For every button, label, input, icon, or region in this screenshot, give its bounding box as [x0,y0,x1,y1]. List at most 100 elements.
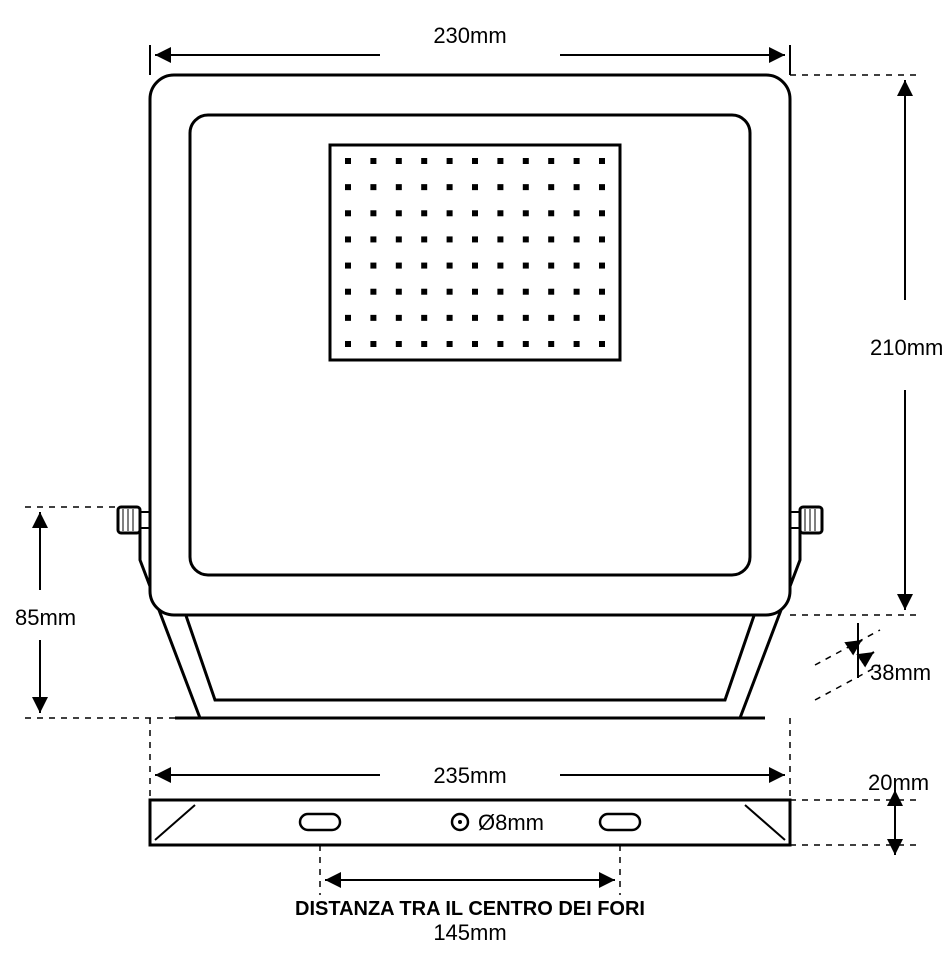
led-dot [574,315,580,321]
led-dot [472,289,478,295]
led-dot [447,315,453,321]
led-dot [396,289,402,295]
label-top-width: 230mm [433,23,506,48]
led-dot [523,263,529,269]
led-dot [421,158,427,164]
led-dot [548,263,554,269]
led-dot [523,315,529,321]
led-dot [421,341,427,347]
dim-hole-distance: DISTANZA TRA IL CENTRO DEI FORI 145mm [295,845,645,945]
led-dot [523,158,529,164]
led-dot [345,263,351,269]
led-dot [599,315,605,321]
led-dot [345,184,351,190]
led-dot [345,315,351,321]
mounting-slot-right [600,814,640,830]
led-dot [523,210,529,216]
led-dot [345,341,351,347]
led-dot [370,315,376,321]
led-dot [599,158,605,164]
led-dot [447,184,453,190]
led-dot [421,263,427,269]
led-dot [523,236,529,242]
led-dot [421,289,427,295]
led-dot [523,289,529,295]
mounting-slot-left [300,814,340,830]
dim-base-height: 20mm [790,770,929,855]
led-dot [574,158,580,164]
led-dot [599,210,605,216]
led-dot [345,289,351,295]
led-dot [472,263,478,269]
led-dot [472,315,478,321]
label-base-width: 235mm [433,763,506,788]
led-dot [447,158,453,164]
led-dot [574,210,580,216]
led-dot [396,184,402,190]
led-dot [497,289,503,295]
led-dot [472,210,478,216]
led-dot [574,236,580,242]
led-dot [548,236,554,242]
led-dot [421,315,427,321]
dim-top-width: 230mm [150,23,790,75]
led-dot [523,341,529,347]
label-right-height: 210mm [870,335,943,360]
led-dot [548,158,554,164]
label-hole-distance: 145mm [433,920,506,945]
led-dot [345,236,351,242]
led-dot [345,210,351,216]
body-outer [150,75,790,615]
led-dot [396,315,402,321]
led-dot [421,236,427,242]
led-dot [472,158,478,164]
led-dot [548,289,554,295]
led-dot [472,236,478,242]
led-dot [497,263,503,269]
led-dot [370,184,376,190]
led-dot [574,289,580,295]
dim-depth: 38mm [815,623,931,700]
label-hole-diameter: Ø8mm [478,810,544,835]
led-dot [396,210,402,216]
led-dot [447,263,453,269]
led-dot [396,236,402,242]
led-dot [523,184,529,190]
dim-base-width: 235mm [150,718,790,800]
led-dot [370,158,376,164]
label-caption: DISTANZA TRA IL CENTRO DEI FORI [295,898,645,920]
led-dot [548,315,554,321]
led-dot [599,341,605,347]
led-dot [370,263,376,269]
led-dot [599,263,605,269]
led-dot [497,184,503,190]
led-dot [447,236,453,242]
led-dot [472,184,478,190]
led-dot [548,184,554,190]
led-dot [396,158,402,164]
technical-drawing: 230mm 210mm 85mm 38mm 235mm [0,0,950,960]
led-dot [447,341,453,347]
led-dot [574,341,580,347]
led-dot [396,341,402,347]
led-dot [472,341,478,347]
led-dot [345,158,351,164]
led-dot [599,184,605,190]
led-dot [599,236,605,242]
led-dot [497,210,503,216]
led-dot [370,210,376,216]
led-dot [447,289,453,295]
led-dot [497,341,503,347]
led-dot [370,341,376,347]
label-base-height: 20mm [868,770,929,795]
label-depth: 38mm [870,660,931,685]
led-dot [574,184,580,190]
led-dot [497,236,503,242]
led-dot [370,289,376,295]
led-dot [497,158,503,164]
led-dot [447,210,453,216]
led-dot [548,210,554,216]
led-dot [548,341,554,347]
led-dot [421,184,427,190]
base-plan-view: Ø8mm [150,800,790,845]
